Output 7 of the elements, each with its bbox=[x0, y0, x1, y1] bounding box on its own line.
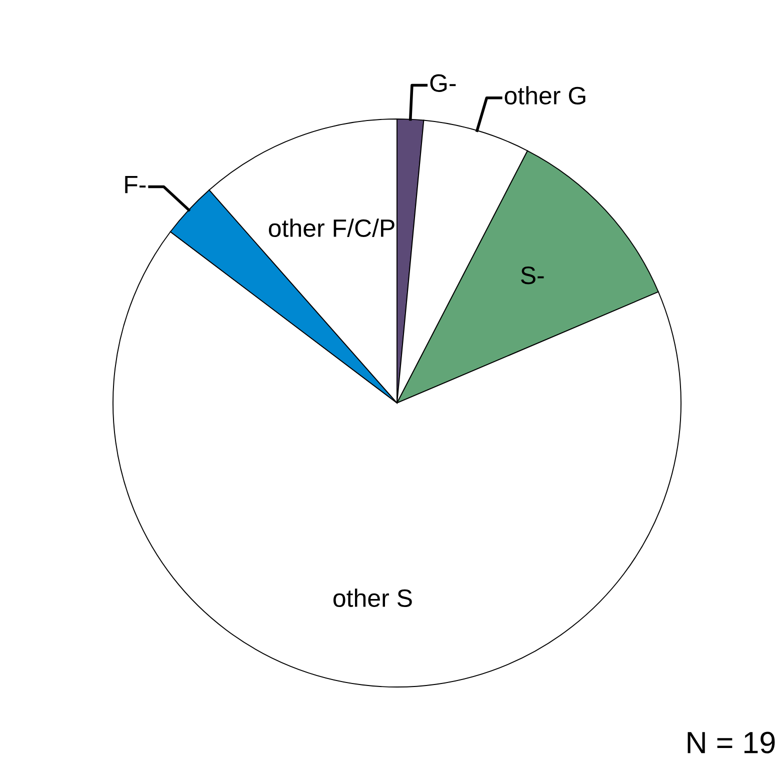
slice-label: other S bbox=[333, 588, 412, 608]
slice-label: F- bbox=[125, 176, 146, 194]
text: N = 19 bbox=[688, 732, 775, 754]
slice-label: S- bbox=[520, 266, 544, 284]
slice-label: other G bbox=[504, 86, 586, 105]
slice-label: other F/C/P bbox=[268, 218, 394, 238]
slice-label: G- bbox=[430, 74, 456, 92]
